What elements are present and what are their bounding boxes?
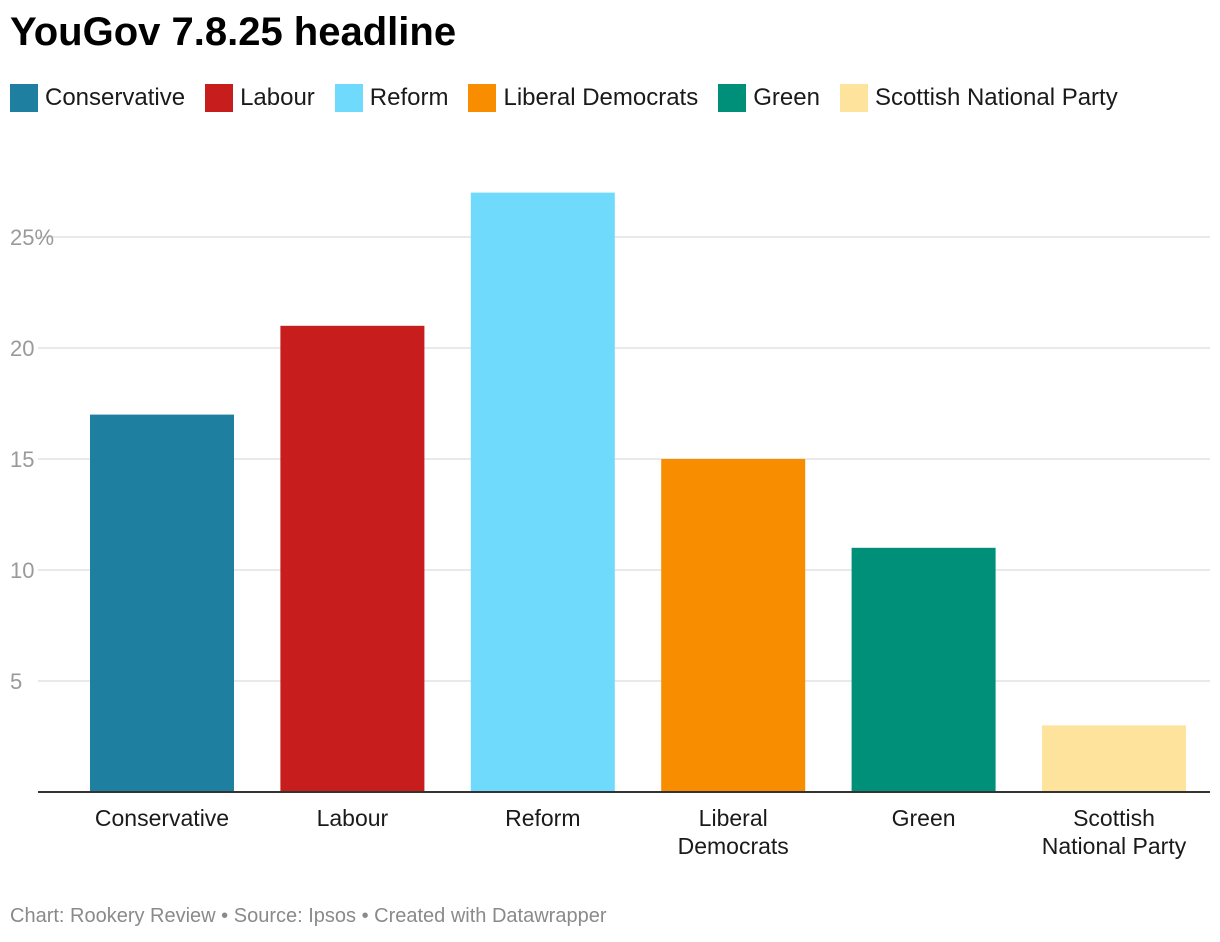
legend-label-liberal-democrats: Liberal Democrats — [503, 84, 699, 111]
y-tick-label-5: 5 — [10, 669, 22, 694]
y-tick-label-10: 10 — [10, 558, 34, 583]
bar-conservative — [90, 414, 234, 792]
y-tick-label-25: 25% — [10, 225, 54, 250]
bar-scottish-national-party — [1042, 725, 1186, 792]
legend-swatch-labour — [205, 84, 234, 112]
bar-green — [851, 547, 996, 792]
legend-label-labour: Labour — [240, 84, 315, 111]
legend: Conservative Labour Reform Liberal Democ… — [10, 84, 1138, 112]
legend-swatch-green — [718, 84, 747, 112]
y-tick-label-15: 15 — [10, 447, 34, 472]
legend-label-reform: Reform — [369, 84, 449, 111]
bar-reform — [470, 192, 615, 793]
y-tick-label-20: 20 — [10, 336, 34, 361]
x-tick-label-green: Green — [892, 805, 956, 831]
legend-label-conservative: Conservative — [45, 84, 186, 111]
legend-swatch-conservative — [10, 84, 38, 112]
x-tick-label-reform: Reform — [505, 805, 580, 831]
x-tick-label-liberal-democrats-line-1: Liberal — [699, 805, 768, 831]
x-tick-label-labour: Labour — [317, 805, 389, 831]
legend-item-green: Green — [718, 84, 820, 112]
bar-labour — [280, 325, 425, 792]
legend-item-reform: Reform — [334, 84, 449, 112]
legend-swatch-reform — [334, 84, 363, 112]
bar-liberal-democrats — [661, 459, 806, 792]
chart-footer: Chart: Rookery Review • Source: Ipsos • … — [10, 905, 607, 927]
legend-swatch-liberal-democrats — [468, 84, 497, 112]
legend-label-scottish-national-party: Scottish National Party — [874, 84, 1118, 111]
x-tick-label-conservative: Conservative — [95, 805, 229, 831]
legend-label-green: Green — [753, 84, 820, 111]
legend-item-labour: Labour — [205, 84, 315, 112]
legend-item-conservative: Conservative — [10, 84, 185, 112]
legend-swatch-scottish-national-party — [839, 84, 868, 112]
chart-title: YouGov 7.8.25 headline — [10, 10, 457, 54]
x-tick-label-scottish-national-party-line-2: National Party — [1042, 833, 1187, 859]
x-tick-label-scottish-national-party-line-1: Scottish — [1073, 805, 1155, 831]
legend-item-scottish-national-party: Scottish National Party — [839, 84, 1118, 112]
x-tick-label-liberal-democrats-line-2: Democrats — [678, 833, 789, 859]
legend-item-liberal-democrats: Liberal Democrats — [468, 84, 698, 112]
